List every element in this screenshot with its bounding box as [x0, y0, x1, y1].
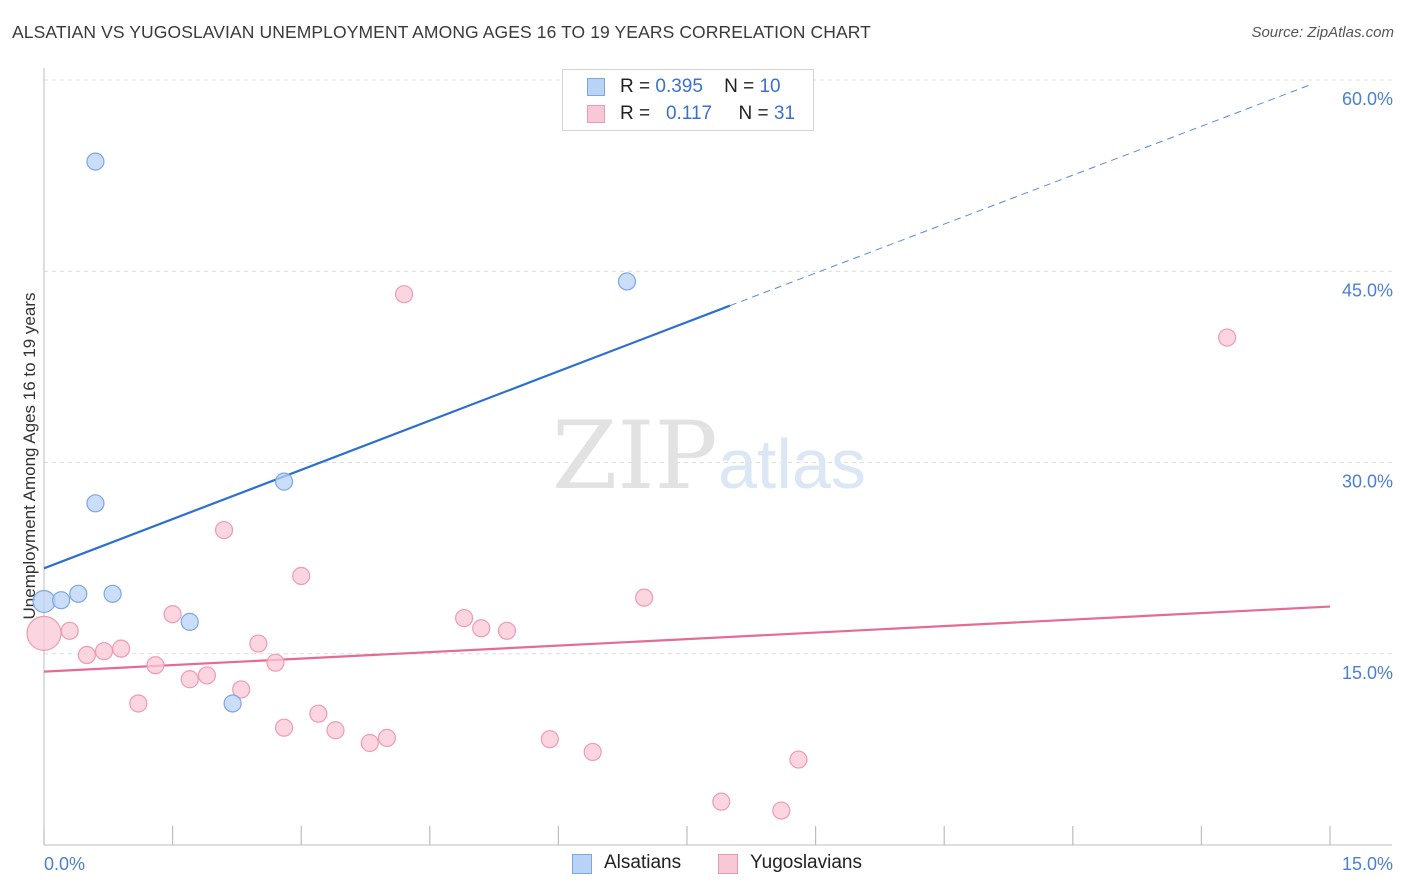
data-points [26, 152, 1237, 820]
source-credit: Source: ZipAtlas.com [1251, 24, 1394, 41]
stats-box: R = 0.395 N = 10 R = 0.117 N = 31 [562, 69, 814, 131]
yugoslavians-point [197, 666, 216, 685]
stats-r-value: 0.117 [665, 103, 713, 124]
yugoslavians-point [214, 520, 234, 540]
yugoslavians-point [789, 750, 808, 769]
stats-n-value: 10 [759, 76, 781, 97]
alsatians-point [52, 591, 71, 610]
yugoslavians-point [26, 615, 62, 651]
yugoslavians-point [60, 621, 79, 640]
y-tick-label: 45.0% [1342, 280, 1393, 300]
yugoslavians-point [129, 694, 148, 713]
yugoslavians-point [377, 728, 397, 748]
watermark: ZIP atlas [552, 402, 866, 511]
alsatians-legend-swatch [572, 854, 592, 874]
yugoslavians-legend-swatch [718, 854, 738, 874]
legend: Alsatians Yugoslavians [0, 852, 1406, 878]
watermark-atlas: atlas [718, 425, 866, 503]
alsatians-trend-extension [729, 83, 1314, 307]
yugoslavians-point [712, 792, 731, 811]
yugoslavians-point [309, 704, 328, 723]
alsatians-point [69, 584, 88, 603]
alsatians-point [103, 584, 122, 603]
gridlines [44, 79, 1392, 655]
yugoslavians-point [1218, 328, 1237, 347]
alsatians-point [180, 612, 199, 631]
alsatians-point [86, 152, 105, 171]
yugoslavians-point [394, 285, 414, 304]
yugoslavians-point [326, 721, 345, 740]
yugoslavians-point [583, 742, 602, 762]
trend-lines [43, 83, 1331, 673]
yugoslavians-point [232, 680, 251, 699]
yugoslavians-swatch [587, 105, 605, 123]
yugoslavians-point [77, 645, 96, 665]
stats-r-label: R = [620, 103, 651, 124]
axes [43, 68, 1392, 846]
watermark-zip: ZIP [552, 402, 718, 511]
alsatians-point [223, 694, 242, 713]
yugoslavians-point [540, 730, 559, 749]
stats-n-label: N = [738, 103, 769, 124]
stats-r-label: R = [620, 76, 651, 97]
yugoslavians-point [360, 733, 379, 753]
stats-n-label: N = [724, 76, 755, 97]
stats-r-value: 0.395 [655, 76, 703, 97]
yugoslavians-point [94, 642, 114, 661]
yugoslavians-point [472, 619, 491, 638]
y-tick-label: 15.0% [1342, 663, 1393, 683]
yugoslavians-point [249, 634, 268, 653]
yugoslavians-point [635, 588, 654, 607]
yugoslavians-point [274, 718, 294, 737]
yugoslavians-trend-line [43, 605, 1331, 673]
y-tick-label: 60.0% [1342, 89, 1393, 109]
legend-label-alsatians: Alsatians [604, 852, 682, 873]
chart-title: ALSATIAN VS YUGOSLAVIAN UNEMPLOYMENT AMO… [12, 22, 871, 42]
yugoslavians-point [772, 801, 791, 820]
legend-label-yugoslavians: Yugoslavians [750, 852, 862, 873]
alsatians-point [86, 494, 105, 513]
alsatians-point [274, 472, 294, 491]
alsatians-point [617, 272, 637, 291]
yugoslavians-point [163, 605, 182, 624]
tick-labels: 15.0% 30.0% 45.0% 60.0% 0.0% 15.0% [44, 89, 1393, 874]
yugoslavians-point [454, 608, 474, 628]
x-tick-label: 0.0% [44, 854, 85, 874]
yugoslavians-point [266, 653, 285, 672]
alsatians-trend-line [43, 304, 731, 570]
yugoslavians-point [112, 639, 131, 658]
alsatians-point [32, 589, 56, 614]
yugoslavians-point [146, 656, 165, 675]
yugoslavians-point [292, 566, 311, 586]
yugoslavians-point [180, 670, 199, 689]
x-tick-label: 15.0% [1342, 854, 1393, 874]
alsatians-swatch [587, 78, 605, 96]
y-tick-label: 30.0% [1342, 472, 1393, 492]
yugoslavians-point [497, 621, 517, 640]
stats-n-value: 31 [773, 103, 796, 124]
